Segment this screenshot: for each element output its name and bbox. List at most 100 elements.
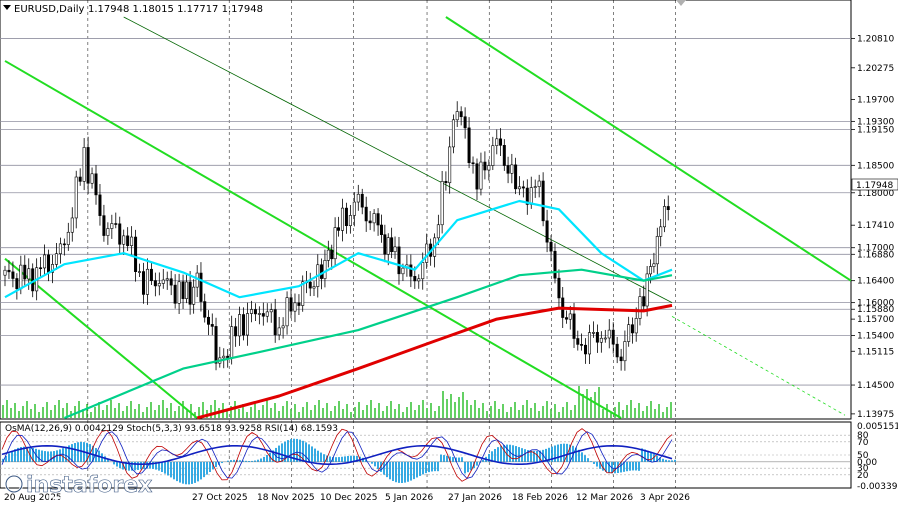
candle-body [421, 262, 425, 280]
candle-body [253, 309, 257, 315]
candle-body [397, 246, 401, 275]
candle-body [269, 309, 273, 313]
chart-symbol: EURUSD,Daily [14, 4, 85, 15]
candle-body [506, 165, 510, 174]
price-tick-label: 1.19150 [857, 126, 894, 136]
candles [3, 101, 670, 371]
candle-body [249, 309, 253, 314]
candle-body [169, 278, 173, 286]
price-tick-label: 1.17410 [857, 221, 894, 231]
osc-tick-label: 70 [857, 438, 869, 448]
candle-body [623, 341, 627, 362]
candle-body [659, 226, 663, 237]
candle-body [330, 249, 334, 260]
instaforex-logo: instaforex Instant Forex Trading [4, 473, 169, 505]
candle-body [98, 194, 102, 216]
channel-line [445, 16, 852, 282]
candle-body [607, 329, 611, 339]
candle-body [356, 193, 360, 203]
candle-body [376, 213, 380, 226]
candle-body [102, 215, 106, 236]
candle-body [222, 355, 226, 359]
price-tick-label: 1.19300 [857, 117, 894, 127]
menu-triangle-icon[interactable] [3, 5, 11, 10]
watermark-brand: instaforex [26, 473, 152, 498]
oscillator-panel-frame [0, 421, 852, 489]
price-panel-frame [0, 0, 852, 420]
candle-body [234, 326, 238, 337]
candle-body [134, 236, 138, 272]
candle-body [379, 224, 383, 235]
candle-body [364, 206, 368, 222]
candle-body [7, 269, 11, 273]
candle-body [326, 249, 330, 261]
candle-body [451, 119, 455, 148]
candle-body [591, 332, 595, 334]
candle-body [487, 165, 491, 171]
candle-body [390, 237, 394, 253]
price-tick-label: 1.15880 [857, 305, 894, 315]
candle-body [383, 234, 387, 255]
candle-body [161, 279, 165, 284]
candle-body [619, 356, 623, 362]
chart-ohlc: 1.17948 1.18015 1.17717 1.17948 [88, 4, 263, 15]
osc-tick-label: 20 [857, 471, 869, 481]
candle-body [165, 278, 169, 281]
channel-line [4, 60, 622, 419]
candle-body [177, 281, 181, 304]
candle-body [181, 281, 185, 299]
candle-body [413, 276, 417, 282]
candle-body [265, 311, 269, 317]
scroll-marker-icon [676, 0, 686, 6]
candle-body [340, 207, 344, 231]
candle-body [666, 206, 670, 211]
candle-body [86, 147, 90, 184]
time-tick-label: 20 Aug 2025 [4, 493, 62, 503]
candle-body [372, 213, 376, 224]
candle-body [157, 283, 161, 287]
candle-body [141, 271, 145, 295]
candle-body [289, 297, 293, 312]
time-tick-label: 27 Jan 2026 [448, 493, 502, 503]
candle-body [630, 324, 634, 334]
candle-body [537, 180, 541, 187]
candle-body [564, 317, 568, 320]
candle-body [525, 187, 529, 205]
candle-body [576, 338, 580, 345]
candle-body [39, 267, 43, 270]
candle-body [352, 201, 356, 216]
price-tick-label: 1.16400 [857, 277, 894, 287]
candle-body [471, 162, 475, 165]
candle-body [245, 313, 249, 336]
candle-body [277, 327, 281, 336]
candle-body [448, 146, 452, 184]
price-tick-label: 1.18000 [857, 189, 894, 199]
candle-body [27, 268, 31, 280]
osc-tick-label: 80 [857, 431, 869, 441]
candle-body [553, 250, 557, 279]
price-tick-label: 1.15700 [857, 315, 894, 325]
candle-body [475, 163, 479, 190]
candle-body [23, 264, 27, 280]
candle-body [580, 344, 584, 346]
candle-body [360, 193, 364, 208]
candle-body [15, 278, 19, 290]
candle-body [19, 264, 23, 290]
candle-body [62, 243, 66, 246]
candle-body [114, 223, 118, 225]
candle-body [336, 227, 340, 231]
candle-body [78, 176, 82, 182]
candle-body [368, 220, 372, 224]
candle-body [510, 164, 514, 174]
moving-average-line [4, 199, 673, 299]
candle-body [118, 223, 122, 245]
candle-body [517, 186, 521, 190]
candle-body [444, 181, 448, 184]
candle-body [599, 337, 603, 343]
candle-body [54, 253, 58, 265]
candle-body [230, 326, 234, 359]
candle-body [491, 145, 495, 166]
candle-body [130, 236, 134, 246]
candle-body [386, 237, 390, 255]
